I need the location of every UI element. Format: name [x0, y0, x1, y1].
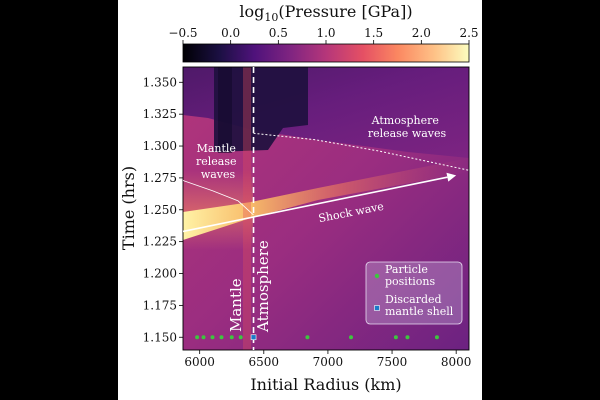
y-tick-label: 1.175 — [143, 298, 177, 312]
legend-box — [365, 261, 463, 325]
particle-position-marker — [210, 335, 215, 340]
particle-position-marker — [219, 335, 224, 340]
discarded-shell-marker — [250, 334, 257, 341]
x-axis-label: Initial Radius (km) — [250, 375, 401, 394]
particle-position-marker — [393, 335, 398, 340]
legend-particle-marker — [374, 273, 380, 279]
legend-particle-label: Particle positions — [385, 263, 435, 288]
y-tick-label: 1.350 — [143, 75, 177, 89]
y-axis-ticks: 1.150 1.175 1.200 1.225 1.250 1.275 1.300 1.325… — [143, 75, 183, 344]
y-tick-label: 1.150 — [143, 330, 177, 344]
x-tick-label: 8000 — [441, 355, 472, 369]
particle-position-marker — [201, 335, 206, 340]
mantle-region-label: Mantle — [227, 278, 245, 332]
y-tick-label: 1.325 — [143, 107, 177, 121]
particle-position-marker — [238, 335, 243, 340]
heatmap-shock-band — [183, 158, 469, 240]
y-tick-label: 1.300 — [143, 139, 177, 153]
colorbar-tick-label: 2.0 — [412, 26, 431, 40]
atmosphere-region-label: Atmosphere — [254, 240, 272, 333]
x-tick-label: 7500 — [377, 355, 408, 369]
legend-discarded-marker — [374, 305, 380, 311]
mantle-release-label: Mantle release waves — [196, 142, 240, 181]
particle-markers — [195, 334, 439, 341]
y-tick-label: 1.200 — [143, 267, 177, 281]
colorbar-label: log10(Pressure [GPa]) — [239, 2, 412, 24]
colorbar-tick-label: −0.5 — [168, 26, 197, 40]
figure: log10(Pressure [GPa]) −0.5 0.0 0.5 1.0 1.5 2.… — [118, 0, 482, 400]
y-axis-label: Time (hrs) — [119, 166, 138, 250]
colorbar-tick-label: 1.0 — [316, 26, 335, 40]
x-tick-label: 6000 — [184, 355, 215, 369]
y-tick-label: 1.225 — [143, 235, 177, 249]
shock-wave-arrowhead — [446, 172, 457, 182]
x-tick-label: 7000 — [313, 355, 344, 369]
colorbar-tick-label: 0.5 — [269, 26, 288, 40]
colorbar-tick-label: 2.5 — [459, 26, 478, 40]
plot-area — [183, 67, 469, 350]
particle-position-marker — [195, 335, 200, 340]
legend-discarded-label: Discarded mantle shell — [385, 293, 454, 318]
x-tick-label: 6500 — [249, 355, 280, 369]
particle-position-marker — [349, 335, 354, 340]
colorbar — [182, 43, 470, 63]
legend: Particle positions Discarded mantle shel… — [365, 261, 463, 325]
colorbar-tick-label: 1.5 — [364, 26, 383, 40]
pressure-heatmap-chart: log10(Pressure [GPa]) −0.5 0.0 0.5 1.0 1.5 2.… — [119, 2, 479, 394]
plot-frame — [182, 66, 470, 351]
mantle-release-curve — [182, 180, 254, 216]
x-axis-ticks: 6000 6500 7000 7500 8000 — [184, 350, 471, 369]
shock-wave-arrow — [182, 176, 448, 233]
colorbar-tick-label: 0.0 — [221, 26, 240, 40]
heatmap-darkest-pocket — [214, 67, 308, 152]
atmosphere-release-curve — [253, 132, 470, 171]
colorbar-ticks: −0.5 0.0 0.5 1.0 1.5 2.0 2.5 — [168, 26, 479, 44]
y-tick-label: 1.275 — [143, 171, 177, 185]
particle-position-marker — [434, 335, 439, 340]
y-tick-label: 1.250 — [143, 203, 177, 217]
atmosphere-release-label: Atmosphere release waves — [368, 114, 447, 140]
particle-position-marker — [405, 335, 410, 340]
particle-position-marker — [229, 335, 234, 340]
heatmap-dark-column — [218, 67, 232, 153]
particle-position-marker — [305, 335, 310, 340]
